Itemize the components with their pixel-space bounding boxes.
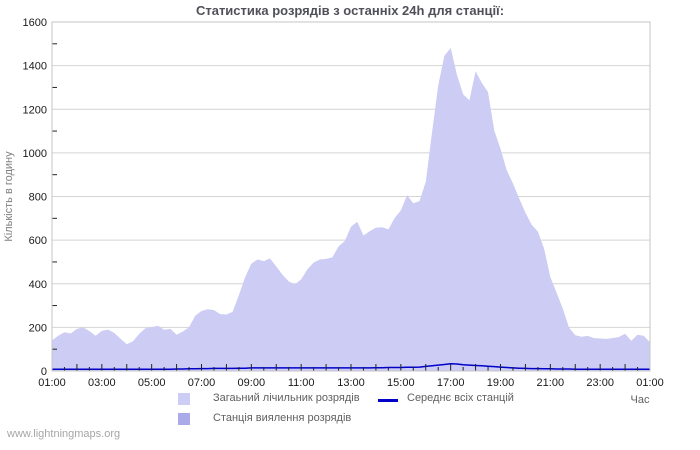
y-tick-label: 1000 [23,148,47,160]
y-tick-label: 1200 [23,104,47,116]
x-tick-label: 15:00 [387,377,415,389]
y-axis-title: Кількість в годину [3,151,15,242]
x-tick-label: 01:00 [38,377,66,389]
legend-swatch-station-detected [178,413,190,425]
x-tick-label: 09:00 [238,377,266,389]
x-tick-label: 19:00 [487,377,515,389]
series-area-0 [52,48,650,371]
x-tick-label: 11:00 [288,377,315,389]
y-tick-label: 400 [29,279,47,291]
plot-border [51,21,651,372]
legend-label-station-detected: Станція виялення розрядів [213,412,352,424]
y-tick-label: 1600 [23,17,47,29]
x-tick-label: 03:00 [88,377,116,389]
y-tick-label: 600 [29,235,47,247]
x-tick-label: 07:00 [188,377,216,389]
y-tick-label: 800 [29,192,47,204]
y-tick-label: 1400 [23,61,47,73]
x-tick-label: 23:00 [586,377,614,389]
x-tick-label: 17:00 [437,377,465,389]
y-tick-label: 200 [29,322,47,334]
legend-swatch-total-counter [178,393,190,405]
x-axis-title: Час [631,394,650,406]
x-tick-label: 05:00 [138,377,166,389]
legend-line-swatch-average [378,399,398,402]
x-tick-label: 01:00 [636,377,664,389]
legend-label-total-counter: Загаьний лічильник розрядів [213,392,360,404]
legend-label-average: Середнє всіх станцій [407,392,514,404]
x-tick-label: 21:00 [537,377,565,389]
chart-title: Статистика розрядів з останніх 24h для с… [195,3,505,18]
x-tick-label: 13:00 [337,377,365,389]
watermark-link[interactable]: www.lightningmaps.org [7,428,121,440]
y-tick-label: 0 [41,366,47,378]
